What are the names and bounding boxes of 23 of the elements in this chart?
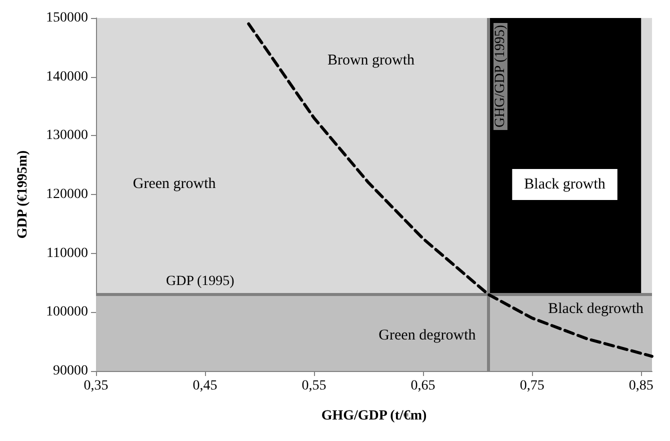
band-label: Black growth [524,176,606,192]
y-tick-label: 130000 [46,128,88,144]
ref-line-label: GDP (1995) [166,274,235,290]
y-tick-label: 140000 [46,69,88,84]
y-axis-title: GDP (€1995m) [16,150,30,239]
annotation: Black degrowth [548,301,644,318]
x-tick-label: 0,55 [302,378,326,394]
x-tick-label: 0,85 [628,378,654,394]
x-tick-label: 0,75 [520,378,544,394]
ref-line-label: GHG/GDP (1995) [492,24,508,128]
x-tick-label: 0,45 [192,378,218,394]
y-tick-label: 150000 [46,10,88,26]
y-tick-label: 90000 [53,364,88,378]
y-tick-label: 110000 [46,246,88,261]
annotation: Brown growth [327,52,416,68]
x-tick-label: 0,65 [410,378,436,394]
line-series [247,22,654,358]
x-tick-label: 0,35 [84,378,108,394]
annotation: Green growth [132,176,216,192]
y-tick-label: 100000 [46,304,88,320]
x-axis-title: GHG/GDP (t/€m) [321,408,428,424]
y-tick-label: 120000 [46,187,88,202]
annotation: Green degrowth [378,328,476,344]
